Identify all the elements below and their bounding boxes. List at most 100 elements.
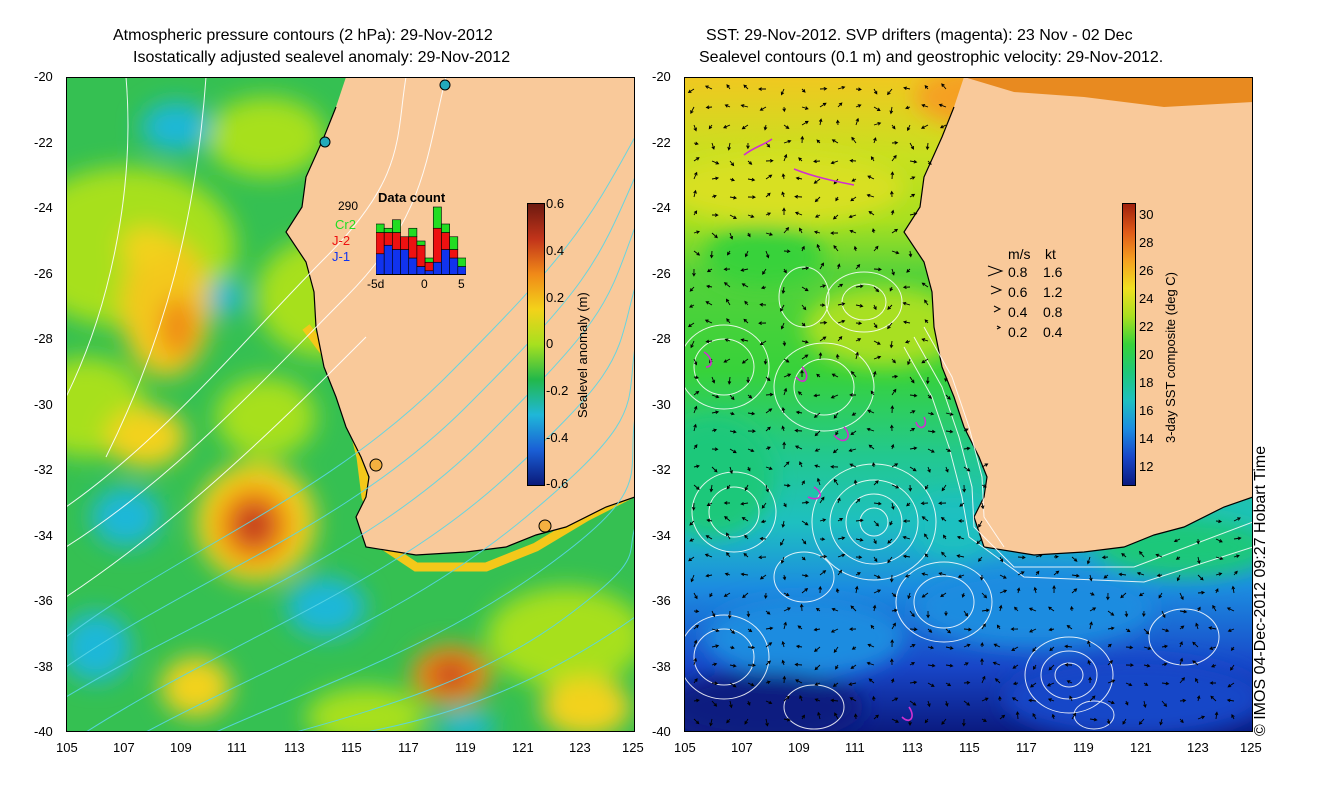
tide-gauge-marker[interactable]	[369, 458, 383, 472]
velocity-arrow	[1089, 592, 1095, 596]
velocity-arrow	[781, 520, 786, 528]
lat-tick: -26	[34, 266, 53, 281]
velocity-arrow	[999, 556, 1004, 563]
velocity-arrow	[1071, 712, 1077, 720]
velocity-arrow	[1016, 587, 1021, 594]
velocity-arrow	[889, 574, 894, 583]
velocity-arrow	[759, 340, 767, 346]
velocity-arrow	[849, 229, 857, 234]
velocity-arrow	[1196, 538, 1201, 545]
velocity-arrow	[873, 88, 878, 95]
velocity-arrow	[889, 424, 894, 432]
velocity-arrow	[940, 592, 947, 598]
sealevel-contours	[684, 266, 1253, 730]
lat-tick: -30	[34, 397, 53, 412]
ssa-tick: 0	[546, 336, 554, 351]
velocity-arrow	[1049, 646, 1055, 652]
velocity-arrow	[759, 302, 767, 307]
count-bar-j1	[408, 257, 418, 275]
velocity-arrow	[873, 286, 880, 293]
velocity-arrow	[724, 104, 731, 108]
tide-gauge-marker[interactable]	[439, 79, 451, 91]
velocity-arrow	[711, 447, 719, 452]
velocity-arrow	[927, 466, 931, 473]
velocity-arrow	[740, 572, 749, 577]
velocity-arrow	[819, 570, 827, 576]
velocity-arrow	[873, 267, 882, 272]
velocity-arrow	[783, 717, 791, 722]
velocity-arrow	[835, 587, 840, 594]
velocity-arrow	[1195, 677, 1199, 684]
velocity-arrow	[781, 173, 786, 180]
velocity-arrow	[747, 195, 756, 199]
velocity-arrow	[944, 611, 948, 617]
velocity-arrow	[799, 461, 803, 468]
velocity-arrow	[729, 466, 733, 475]
lat-tick: -24	[652, 200, 671, 215]
velocity-arrow	[765, 250, 770, 259]
velocity-arrow	[890, 405, 895, 414]
velocity-arrow	[814, 196, 821, 203]
velocity-arrow	[726, 298, 731, 306]
velocity-arrow	[873, 245, 879, 252]
count-bar-j1	[376, 253, 385, 275]
count-bar-j2	[376, 232, 385, 255]
velocity-arrow	[726, 84, 731, 90]
velocity-arrow	[1029, 628, 1037, 633]
velocity-arrow	[1048, 606, 1055, 612]
velocity-arrow	[813, 393, 821, 398]
svp-drifter-tracks	[703, 138, 927, 722]
count-bar-cr2	[392, 219, 401, 233]
pressure-contours-cyan	[66, 136, 635, 732]
velocity-arrow	[783, 226, 790, 234]
velocity-arrow	[814, 664, 821, 671]
velocity-arrow	[711, 194, 717, 199]
velocity-arrow	[1209, 681, 1216, 685]
tide-gauge-marker[interactable]	[319, 136, 331, 148]
velocity-arrow	[689, 520, 695, 526]
velocity-arrow	[1215, 538, 1223, 543]
velocity-arrow	[837, 302, 846, 306]
velocity-arrow	[891, 124, 896, 130]
velocity-arrow	[801, 500, 810, 505]
velocity-arrow	[759, 574, 767, 580]
velocity-arrow	[1176, 574, 1181, 582]
velocity-arrow	[704, 553, 713, 558]
velocity-arrow	[903, 86, 911, 91]
velocity-arrow	[1179, 625, 1185, 630]
velocity-arrow	[909, 393, 918, 398]
count-bar-j2	[383, 232, 393, 246]
ssa-anomaly-field	[66, 97, 635, 732]
velocity-arrow	[870, 624, 875, 630]
velocity-arrow	[1089, 621, 1093, 630]
count-bar-cr2	[408, 227, 418, 238]
velocity-arrow	[693, 423, 697, 432]
velocity-arrow	[1118, 572, 1127, 577]
velocity-arrow	[783, 358, 790, 363]
lon-tick: 117	[1016, 740, 1037, 755]
velocity-arrow	[849, 158, 857, 163]
velocity-arrow	[813, 646, 821, 653]
velocity-arrow	[797, 625, 803, 630]
velocity-arrow	[945, 429, 954, 434]
velocity-arrow	[890, 639, 894, 648]
velocity-arrow	[891, 502, 895, 510]
velocity-arrow	[924, 319, 929, 324]
data-count-chart	[376, 206, 466, 275]
velocity-arrow	[998, 695, 1002, 702]
velocity-arrow	[927, 682, 935, 687]
velocity-arrow	[924, 484, 929, 490]
tide-gauge-marker[interactable]	[538, 519, 552, 533]
velocity-arrow	[693, 141, 699, 146]
velocity-arrow	[871, 462, 876, 468]
lat-tick: -32	[652, 462, 671, 477]
count-bar-j1	[383, 244, 393, 275]
velocity-arrow	[1028, 607, 1037, 612]
velocity-arrow	[891, 697, 899, 702]
sst-tick: 16	[1139, 403, 1154, 418]
velocity-arrow	[819, 518, 827, 522]
lon-tick: 123	[569, 740, 591, 755]
velocity-arrow	[706, 284, 713, 289]
velocity-arrow	[763, 124, 768, 131]
velocity-arrow	[1071, 588, 1078, 594]
